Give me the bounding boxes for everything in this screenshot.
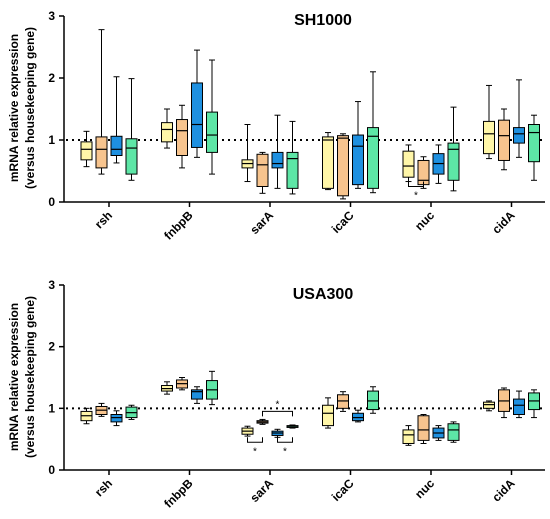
- significance-bracket: [247, 437, 263, 443]
- panel-sh1000: SH1000 mRNA relative expression (versus …: [7, 9, 545, 243]
- box: [161, 122, 173, 143]
- box: [322, 136, 334, 189]
- y-tick-label: 3: [48, 9, 55, 23]
- box: [271, 151, 284, 169]
- significance-bracket: [262, 410, 293, 417]
- box: [110, 414, 123, 423]
- x-tick-label: rsh: [92, 476, 115, 499]
- x-tick-label: sarA: [247, 476, 276, 505]
- y-axis-label-line2: (versus housekeeping gene): [23, 27, 37, 189]
- box: [447, 142, 460, 181]
- box: [417, 415, 430, 441]
- x-tick-label: fnbpB: [161, 476, 196, 511]
- box: [513, 127, 525, 144]
- box: [402, 429, 415, 444]
- box: [206, 111, 218, 153]
- significance-bracket: [277, 437, 293, 443]
- box: [256, 153, 269, 187]
- significance-label: *: [253, 446, 257, 457]
- x-tick-label: nuc: [412, 476, 437, 501]
- box: [498, 119, 510, 161]
- significance-label: *: [276, 399, 280, 410]
- y-axis-label-line1: mRNA relative expression: [7, 303, 21, 451]
- box: [513, 398, 525, 416]
- panel-title: SH1000: [294, 12, 352, 29]
- panel-usa300: USA300 mRNA relative expression (versus …: [7, 278, 545, 511]
- box: [352, 134, 364, 186]
- x-tick-label: nuc: [412, 208, 437, 233]
- y-tick-label: 2: [48, 340, 55, 354]
- y-tick-label: 0: [48, 195, 55, 209]
- x-tick-label: sarA: [247, 208, 276, 237]
- box: [417, 159, 430, 186]
- x-tick-label: icaC: [329, 476, 357, 504]
- box: [367, 390, 379, 411]
- y-axis-label-line1: mRNA relative expression: [7, 34, 21, 182]
- y-tick-label: 2: [48, 71, 55, 85]
- x-tick-label: fnbpB: [161, 208, 196, 243]
- x-tick-label: cidA: [489, 208, 518, 237]
- y-tick-label: 1: [48, 401, 55, 415]
- box: [95, 136, 108, 169]
- box: [528, 124, 540, 163]
- box: [402, 150, 415, 178]
- significance-label: *: [414, 191, 418, 202]
- significance-bracket: [408, 181, 424, 187]
- panel-title: USA300: [293, 286, 354, 303]
- box: [191, 389, 203, 400]
- y-axis-label-line2: (versus housekeeping gene): [23, 296, 37, 458]
- box: [110, 135, 123, 156]
- box: [483, 120, 495, 155]
- box: [322, 404, 334, 427]
- y-tick-label: 3: [48, 278, 55, 292]
- box: [367, 127, 379, 189]
- box: [447, 423, 460, 441]
- y-tick-label: 0: [48, 463, 55, 477]
- box: [125, 138, 138, 175]
- significance-label: *: [283, 446, 287, 457]
- x-tick-label: icaC: [329, 208, 357, 236]
- box: [337, 135, 349, 197]
- x-tick-label: cidA: [489, 476, 518, 505]
- box: [80, 141, 93, 161]
- box: [286, 151, 299, 189]
- box: [337, 394, 349, 409]
- box: [191, 82, 203, 148]
- box: [176, 119, 188, 156]
- box: [483, 401, 495, 409]
- box: [352, 412, 364, 422]
- x-tick-label: rsh: [92, 208, 115, 231]
- y-tick-label: 1: [48, 133, 55, 147]
